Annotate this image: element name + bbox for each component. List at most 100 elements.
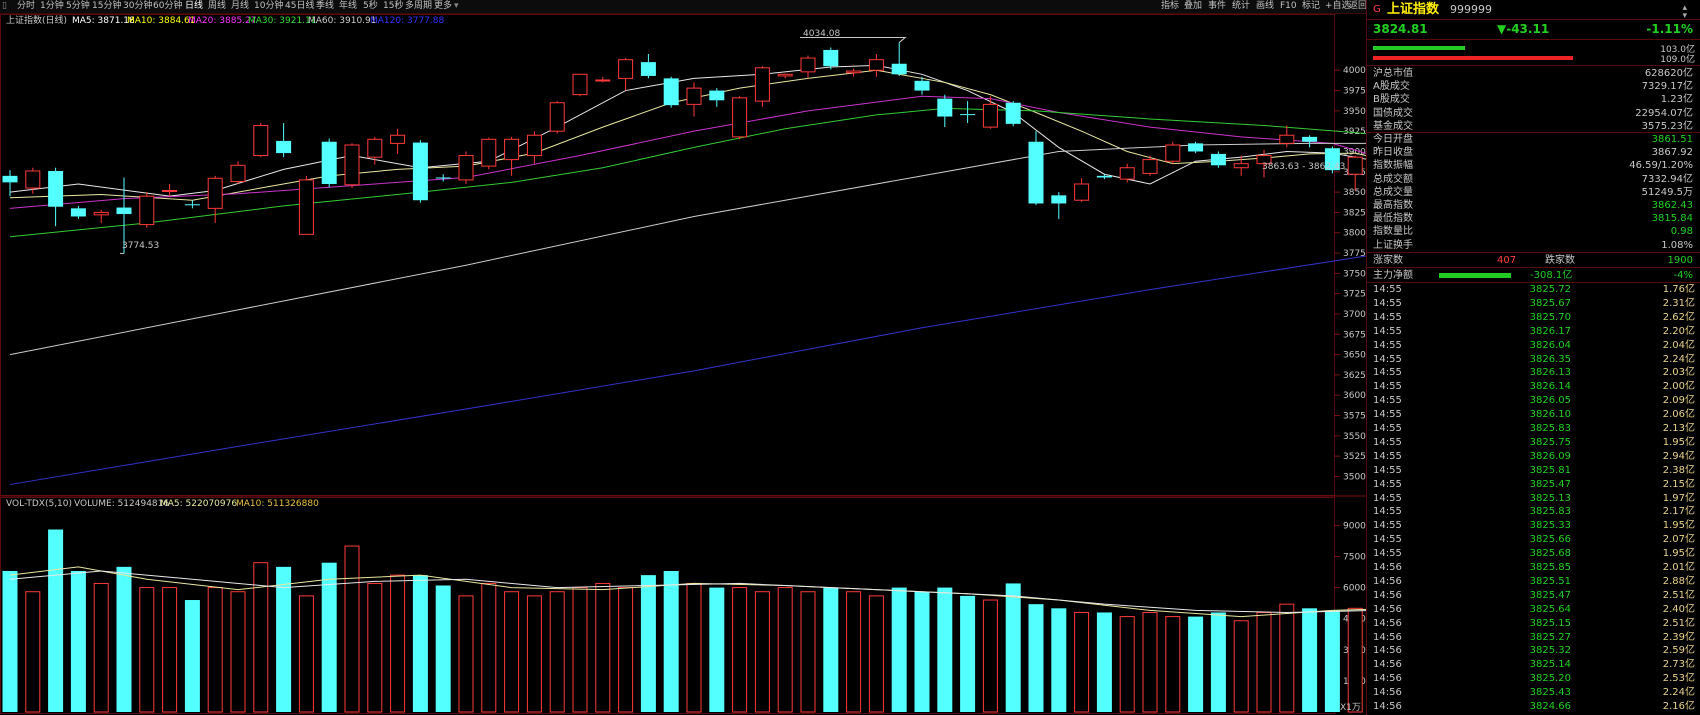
candle[interactable] xyxy=(412,140,428,203)
volume-bar[interactable] xyxy=(1302,608,1318,712)
candle[interactable] xyxy=(868,53,884,77)
candle[interactable] xyxy=(25,167,41,194)
tick-row[interactable]: 14:56 3825.14 2.73亿 xyxy=(1367,659,1700,671)
volume-bar[interactable] xyxy=(891,587,907,712)
volume-bar[interactable] xyxy=(1074,611,1090,713)
tick-row[interactable]: 14:55 3826.04 2.04亿 xyxy=(1367,340,1700,352)
tick-row[interactable]: 14:56 3825.64 2.40亿 xyxy=(1367,604,1700,616)
volume-bar[interactable] xyxy=(48,529,64,712)
candle[interactable] xyxy=(777,73,793,79)
tick-row[interactable]: 14:55 3826.35 2.24亿 xyxy=(1367,354,1700,366)
candle[interactable] xyxy=(800,55,816,79)
candle[interactable] xyxy=(2,170,18,197)
volume-bar[interactable] xyxy=(504,591,520,713)
tick-row[interactable]: 14:55 3825.33 1.95亿 xyxy=(1367,520,1700,532)
tick-row[interactable]: 14:56 3825.15 2.51亿 xyxy=(1367,618,1700,630)
index-name[interactable]: 上证指数 xyxy=(1387,2,1440,17)
volume-bar[interactable] xyxy=(1188,616,1204,712)
candle[interactable] xyxy=(663,76,679,108)
volume-bar[interactable] xyxy=(1051,608,1067,712)
volume-bar[interactable] xyxy=(93,582,109,713)
candle[interactable] xyxy=(70,205,86,219)
candle[interactable] xyxy=(1051,192,1067,219)
candle[interactable] xyxy=(823,47,839,70)
candle[interactable] xyxy=(640,53,656,79)
period-tab[interactable]: 10分钟 xyxy=(254,1,284,11)
candle[interactable] xyxy=(1142,155,1158,176)
volume-bar[interactable] xyxy=(1233,620,1249,713)
tick-row[interactable]: 14:56 3824.66 2.16亿 xyxy=(1367,701,1700,713)
toolbar-back-button[interactable]: 返回 xyxy=(1349,1,1368,11)
volume-bar[interactable] xyxy=(914,591,930,712)
candle[interactable] xyxy=(1005,101,1021,127)
volume-bar[interactable] xyxy=(162,587,178,713)
volume-bar[interactable] xyxy=(572,587,588,713)
candle[interactable] xyxy=(1188,141,1204,154)
candle[interactable] xyxy=(1119,163,1135,183)
candle[interactable] xyxy=(572,73,588,97)
period-tab[interactable]: 更多 xyxy=(434,1,453,11)
volume-bar[interactable] xyxy=(1142,611,1158,713)
tick-row[interactable]: 14:56 3825.43 2.24亿 xyxy=(1367,687,1700,699)
volume-bar[interactable] xyxy=(1347,607,1363,713)
volume-bar[interactable] xyxy=(1005,583,1021,712)
toolbar-indicator-button[interactable]: 指标 xyxy=(1161,1,1180,11)
volume-bar[interactable] xyxy=(481,582,497,713)
period-tab[interactable]: 15秒 xyxy=(383,1,404,11)
tick-row[interactable]: 14:55 3825.66 2.07亿 xyxy=(1367,534,1700,546)
tick-row[interactable]: 14:55 3826.10 2.06亿 xyxy=(1367,409,1700,421)
volume-bar[interactable] xyxy=(1210,612,1226,712)
volume-bar[interactable] xyxy=(390,574,406,713)
tick-row[interactable]: 14:55 3825.81 2.38亿 xyxy=(1367,465,1700,477)
candle[interactable] xyxy=(321,138,337,188)
volume-bar[interactable] xyxy=(184,600,200,712)
candle[interactable] xyxy=(732,96,748,140)
tick-row[interactable]: 14:55 3825.68 1.95亿 xyxy=(1367,548,1700,560)
kline-chart[interactable]: 上证指数(日线) MA5: 3871.18 MA10: 3884.61 MA20… xyxy=(0,14,1366,715)
volume-bar[interactable] xyxy=(526,595,542,713)
candle[interactable] xyxy=(207,175,223,223)
volume-bar[interactable] xyxy=(823,587,839,712)
candle[interactable] xyxy=(982,96,998,129)
candle[interactable] xyxy=(1210,151,1226,168)
volume-bar[interactable] xyxy=(412,575,428,712)
tick-row[interactable]: 14:55 3826.09 2.94亿 xyxy=(1367,451,1700,463)
toolbar-draw-button[interactable]: 画线 xyxy=(1256,1,1275,11)
candle[interactable] xyxy=(1165,141,1181,164)
toolbar-stats-button[interactable]: 统计 xyxy=(1232,1,1251,11)
volume-bar[interactable] xyxy=(2,570,18,712)
volume-bar[interactable] xyxy=(686,582,702,713)
toolbar-f10-button[interactable]: F10 xyxy=(1280,1,1297,11)
period-tab[interactable]: 15分钟 xyxy=(92,1,122,11)
period-tab[interactable]: 月线 xyxy=(231,1,250,11)
tick-row[interactable]: 14:55 3826.17 2.20亿 xyxy=(1367,326,1700,338)
volume-bar[interactable] xyxy=(1096,612,1112,712)
volume-bar[interactable] xyxy=(139,587,155,713)
volume-bar[interactable] xyxy=(298,595,314,713)
volume-bar[interactable] xyxy=(1279,603,1295,713)
candle[interactable] xyxy=(184,200,200,209)
tick-row[interactable]: 14:56 3825.27 2.39亿 xyxy=(1367,632,1700,644)
candle[interactable] xyxy=(960,101,976,124)
candle[interactable] xyxy=(754,66,770,107)
candle[interactable] xyxy=(116,177,132,254)
candle[interactable] xyxy=(709,88,725,107)
candle[interactable] xyxy=(458,151,474,184)
volume-bar[interactable] xyxy=(800,591,816,713)
candle[interactable] xyxy=(1347,155,1363,191)
volume-bar[interactable] xyxy=(960,595,976,712)
volume-bar[interactable] xyxy=(458,595,474,713)
candle[interactable] xyxy=(435,174,451,182)
volume-bar[interactable] xyxy=(321,562,337,712)
volume-bar[interactable] xyxy=(70,570,86,712)
tick-row[interactable]: 14:56 3825.32 2.59亿 xyxy=(1367,645,1700,657)
volume-bar[interactable] xyxy=(777,587,793,713)
period-tab-active[interactable]: 日线 xyxy=(185,1,204,11)
candle[interactable] xyxy=(1096,174,1112,180)
volume-bar[interactable] xyxy=(754,591,770,713)
volume-bar[interactable] xyxy=(435,585,451,712)
volume-bar[interactable] xyxy=(709,587,725,712)
period-tab[interactable]: 5秒 xyxy=(363,1,378,11)
volume-bar[interactable] xyxy=(116,566,132,712)
volume-bar[interactable] xyxy=(732,587,748,713)
